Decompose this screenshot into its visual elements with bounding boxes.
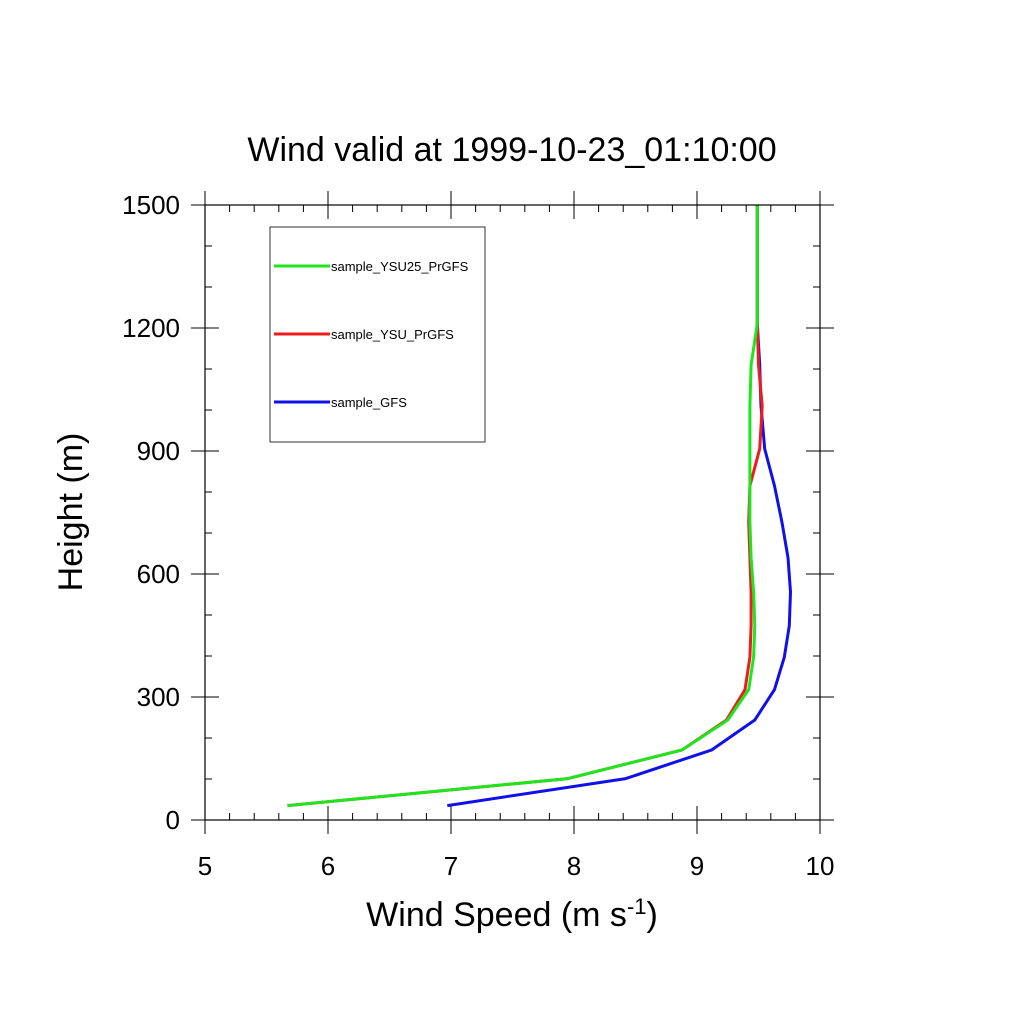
series-line [287,205,759,808]
series-line [447,205,792,808]
plot-frame [204,204,821,821]
x-axis-title: Wind Speed (m s-1) [366,894,658,934]
y-tick-label: 600 [137,559,180,589]
y-tick-labels: 0 300 600 900 1200 1500 [122,190,180,835]
legend-label: sample_YSU_PrGFS [331,327,454,342]
y-tick-label: 1200 [122,313,180,343]
series-layer [287,205,792,808]
legend: sample_YSU25_PrGFS sample_YSU_PrGFSsample… [269,226,486,443]
legend-label: sample_GFS [331,395,407,410]
x-tick-label: 9 [690,851,704,881]
y-tick-label: 1500 [122,190,180,220]
x-tick-label: 7 [444,851,458,881]
x-axis-title-sup: -1 [627,894,647,919]
y-tick-label: 900 [137,436,180,466]
x-tick-labels: 5 6 7 8 9 10 [198,851,835,881]
x-tick-label: 10 [806,851,835,881]
x-axis-title-end: ) [647,896,658,934]
chart-title: Wind valid at 1999-10-23_01:10:00 [247,131,776,169]
x-tick-label: 6 [321,851,335,881]
x-tick-label: 5 [198,851,212,881]
y-tick-label: 300 [137,682,180,712]
y-tick-label: 0 [166,805,180,835]
y-axis-title: Height (m) [52,433,90,592]
x-tick-label: 8 [567,851,581,881]
x-axis-title-main: Wind Speed (m s [366,896,627,934]
minor-ticks [205,205,820,820]
legend-label: sample_YSU25_PrGFS [331,259,469,274]
